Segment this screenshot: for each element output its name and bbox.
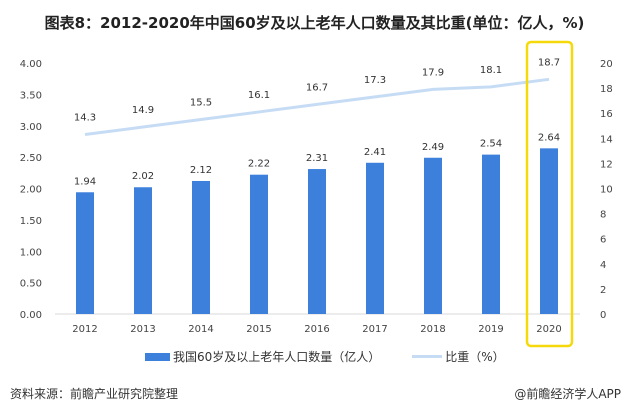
line-data-label: 16.1: [248, 90, 270, 101]
line-series: [84, 77, 550, 137]
left-axis-tick: 3.00: [20, 122, 42, 133]
bar: [76, 192, 94, 314]
bar: [366, 162, 384, 314]
highlight-box: [525, 40, 574, 348]
left-axis-tick: 3.50: [20, 90, 42, 101]
chart-title: 图表8：2012-2020年中国60岁及以上老年人口数量及其比重(单位：亿人，%…: [44, 14, 585, 32]
bar-data-label: 2.64: [538, 132, 560, 143]
line-data-label: 15.5: [190, 97, 212, 108]
legend: 我国60岁及以上老年人口数量（亿人） 比重（%）: [145, 348, 505, 365]
right-axis-tick: 0: [600, 310, 606, 321]
left-axis-tick: 2.00: [20, 185, 42, 196]
right-axis-tick: 10: [600, 185, 613, 196]
brand-credit: @前瞻经济学人APP: [514, 387, 621, 401]
source-note: 资料来源：前瞻产业研究院整理: [10, 387, 179, 401]
line-data-label: 16.7: [306, 82, 328, 93]
right-axis-tick: 2: [600, 285, 606, 296]
x-axis-tick: 2015: [246, 324, 271, 335]
line-data-label: 18.7: [538, 57, 560, 68]
right-axis-tick: 4: [600, 260, 606, 271]
bar: [482, 154, 500, 314]
line-data-label: 17.9: [422, 67, 444, 78]
bar: [308, 169, 326, 314]
x-axis-tick: 2014: [188, 324, 213, 335]
x-axis-tick: 2019: [478, 324, 503, 335]
legend-bar-swatch: [145, 352, 170, 361]
line-data-label: 17.3: [364, 75, 386, 86]
bar-data-label: 2.54: [480, 139, 502, 150]
left-axis-tick: 4.00: [20, 59, 42, 70]
bar: [424, 157, 442, 314]
right-axis-tick: 20: [600, 59, 613, 70]
legend-line-label: 比重（%）: [445, 350, 505, 364]
bar-data-label: 1.94: [74, 176, 96, 187]
bar: [134, 187, 152, 314]
right-axis-tick: 18: [600, 84, 613, 95]
right-axis-tick: 6: [600, 235, 606, 246]
bar-data-label: 2.12: [190, 165, 212, 176]
bar-data-label: 2.02: [132, 171, 154, 182]
legend-bar-label: 我国60岁及以上老年人口数量（亿人）: [173, 350, 381, 364]
right-axis-tick: 14: [600, 134, 613, 145]
legend-line-swatch: [412, 355, 443, 358]
bar-data-label: 2.22: [248, 159, 270, 170]
x-axis-tick: 2018: [420, 324, 445, 335]
line-data-label: 14.3: [74, 113, 96, 124]
left-axis-tick: 1.50: [20, 216, 42, 227]
right-axis-tick: 16: [600, 109, 613, 120]
x-axis-tick: 2012: [72, 324, 97, 335]
x-axis-tick: 2016: [304, 324, 329, 335]
x-axis-tick: 2013: [130, 324, 155, 335]
left-axis-tick: 1.00: [20, 247, 42, 258]
x-axis-tick: 2020: [536, 324, 561, 335]
x-axis-tick: 2017: [362, 324, 387, 335]
line-data-label: 18.1: [480, 65, 502, 76]
left-axis-tick: 2.50: [20, 153, 42, 164]
bar-data-label: 2.49: [422, 142, 444, 153]
bar: [540, 148, 558, 314]
bar-data-label: 2.31: [306, 153, 328, 164]
right-axis-tick: 12: [600, 159, 613, 170]
bar-data-label: 2.41: [364, 147, 386, 158]
left-axis-tick: 0.00: [20, 310, 42, 321]
bar: [250, 174, 268, 314]
left-axis-tick: 0.50: [20, 279, 42, 290]
line-data-label: 14.9: [132, 105, 154, 116]
bar: [192, 180, 210, 314]
right-axis-tick: 8: [600, 210, 606, 221]
